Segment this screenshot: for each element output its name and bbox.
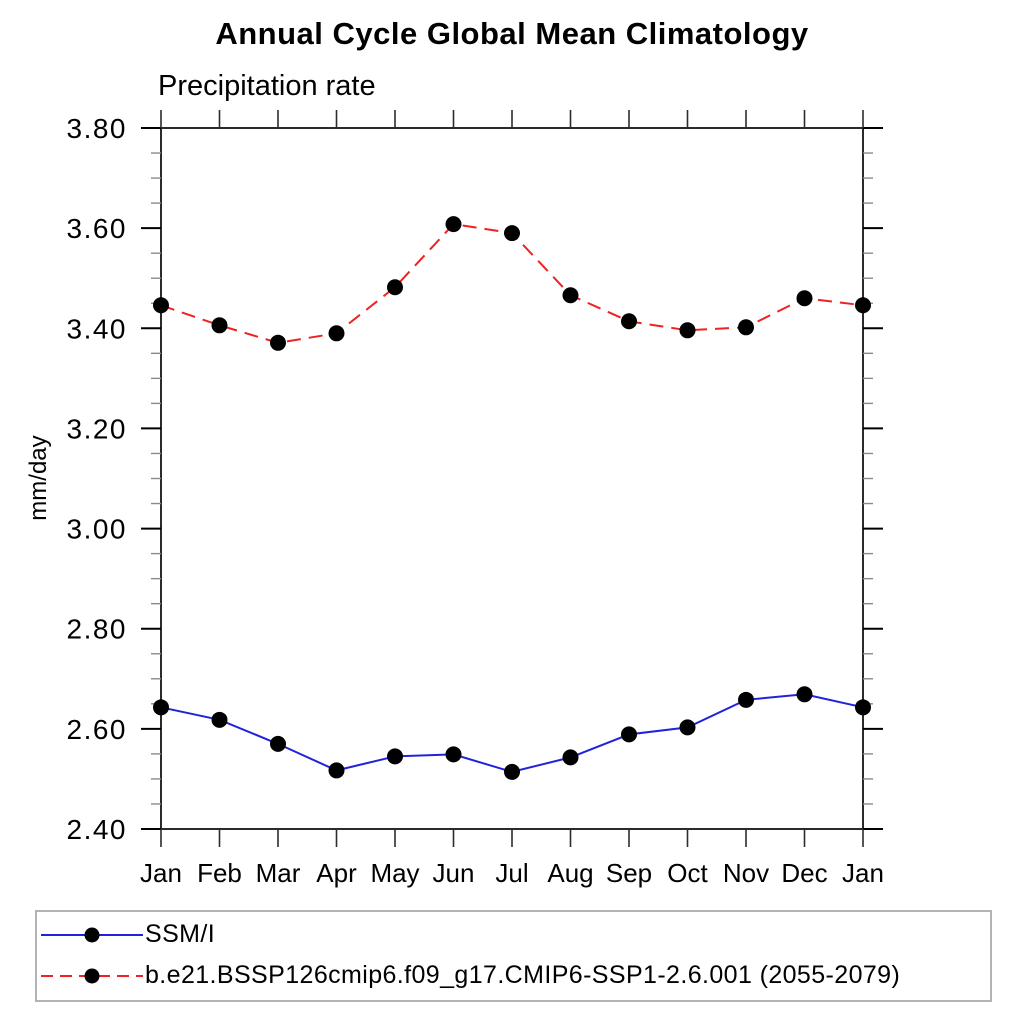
y-tick-label: 3.40 (67, 313, 128, 344)
data-point (621, 726, 637, 743)
x-tick-label: Apr (316, 858, 357, 888)
y-tick-label: 3.20 (67, 413, 128, 444)
data-point (562, 749, 579, 766)
data-point (855, 297, 871, 314)
x-tick-label: Feb (197, 858, 242, 888)
data-point (387, 748, 403, 765)
data-point (796, 686, 813, 703)
y-tick-label: 2.60 (67, 714, 128, 745)
legend-label-model: b.e21.BSSP126cmip6.f09_g17.CMIP6-SSP1-2.… (145, 961, 901, 989)
x-tick-label: Jul (495, 858, 528, 888)
x-tick-label: Oct (667, 858, 708, 888)
data-point (738, 691, 754, 708)
data-point (621, 313, 637, 330)
data-point (679, 322, 696, 339)
x-tick-label: Dec (781, 858, 827, 888)
y-tick-label: 3.00 (67, 514, 128, 545)
legend-item-model: b.e21.BSSP126cmip6.f09_g17.CMIP6-SSP1-2.… (39, 956, 990, 996)
data-point (270, 334, 286, 351)
data-point (562, 287, 579, 304)
chart-subtitle: Precipitation rate (158, 70, 376, 102)
data-point (445, 746, 462, 763)
plot-area: 3.80 3.60 3.40 3.20 3.00 2.80 2.60 2.40 Jan Feb Ma… (25, 110, 884, 888)
x-tick-label: Sep (606, 858, 652, 888)
legend-item-ssmi: SSM/I (39, 915, 990, 955)
data-point (387, 279, 403, 296)
y-tick-label: 3.60 (67, 213, 128, 244)
x-tick-label: Nov (723, 858, 769, 888)
y-tick-label: 2.80 (67, 614, 128, 645)
y-tick-label: 2.40 (67, 814, 128, 845)
legend-line-sample-solid (41, 927, 143, 942)
data-point (796, 290, 813, 307)
y-axis-label: mm/day (25, 435, 52, 520)
data-point (679, 719, 696, 736)
data-point (738, 319, 754, 336)
data-point (328, 762, 345, 779)
data-point (504, 763, 520, 780)
x-tick-label: Jun (433, 858, 475, 888)
data-point (211, 317, 228, 334)
x-tick-label: Jan (140, 858, 182, 888)
data-point (211, 711, 228, 728)
legend-marker-dot (84, 968, 100, 983)
data-point (855, 699, 871, 716)
legend-line-sample-dashed (41, 968, 143, 983)
data-point (504, 225, 520, 242)
x-tick-label: May (370, 858, 419, 888)
series-line-ssmi (160, 693, 864, 773)
y-tick-label: 3.80 (67, 113, 128, 144)
data-point (445, 216, 462, 233)
x-tick-label: Aug (547, 858, 593, 888)
series-line-model (160, 223, 864, 344)
x-tick-label: Mar (256, 858, 301, 888)
x-tick-label: Jan (842, 858, 884, 888)
chart-title: Annual Cycle Global Mean Climatology (215, 16, 809, 51)
data-point (153, 297, 169, 314)
data-point (328, 325, 345, 342)
legend-box: SSM/I b.e21.BSSP126cmip6.f09_g17.CMIP6-S… (35, 910, 992, 1002)
legend-label-ssmi: SSM/I (145, 920, 216, 948)
data-point (153, 699, 169, 716)
data-point (270, 735, 286, 752)
legend-marker-dot (84, 927, 100, 942)
